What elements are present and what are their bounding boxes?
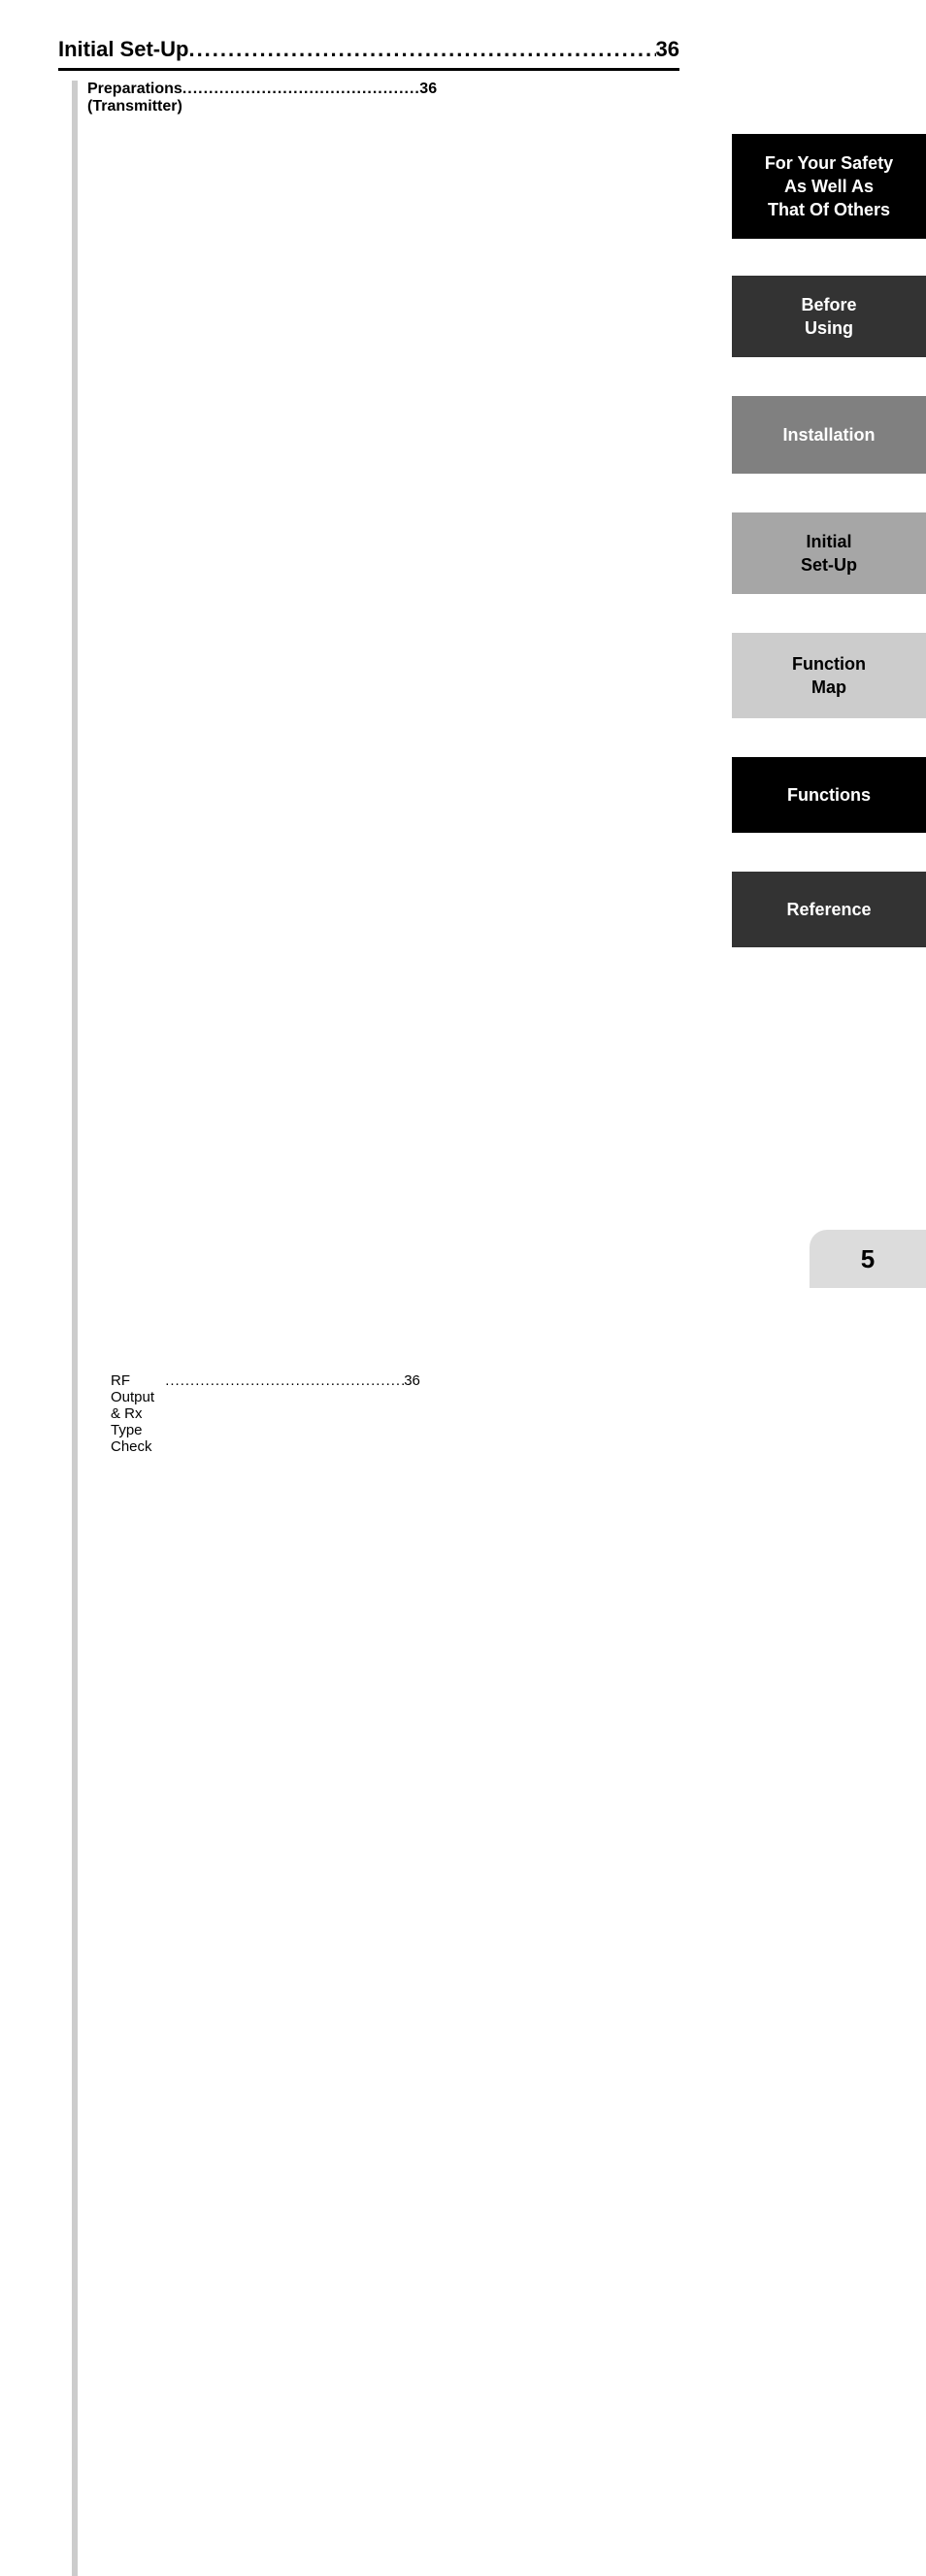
dot-leader: ........................................… (188, 37, 655, 62)
tab-line: Map (811, 676, 846, 699)
tab-functions: Functions (732, 757, 926, 833)
toc-row: Initial Set-Up .........................… (58, 37, 679, 62)
tab-installation: Installation (732, 396, 926, 474)
dot-leader: ........................................… (182, 81, 419, 98)
dot-leader: ........................................… (165, 1372, 404, 1389)
tab-line: Using (805, 316, 853, 340)
toc-content: Initial Set-Up .........................… (58, 37, 679, 2576)
tab-line: As Well As (784, 175, 874, 198)
tab-line: For Your Safety (765, 151, 893, 175)
tab-line: Before (801, 293, 856, 316)
item-page: 36 (404, 1372, 679, 2576)
tab-line: Installation (782, 423, 875, 446)
subsection-page: 36 (419, 81, 679, 1369)
tab-safety: For Your Safety As Well As That Of Other… (732, 134, 926, 239)
section-divider (58, 68, 679, 71)
section-page: 36 (656, 37, 679, 62)
page-number: 5 (861, 1244, 875, 1274)
tab-reference: Reference (732, 872, 926, 947)
toc-row: RF Output & Rx Type Check ..............… (111, 1372, 679, 2576)
tab-line: Functions (787, 783, 871, 807)
tab-before-using: Before Using (732, 276, 926, 357)
tab-function-map: Function Map (732, 633, 926, 718)
page-number-corner: 5 (810, 1230, 926, 1288)
section-body: Preparations (Transmitter) .............… (58, 81, 679, 2576)
sidebar-tabs: For Your Safety As Well As That Of Other… (732, 134, 926, 986)
tab-line: Initial (806, 530, 851, 553)
section-title: Initial Set-Up (58, 37, 188, 62)
subsection-title: Preparations (Transmitter) (87, 81, 182, 116)
tab-line: That Of Others (768, 198, 890, 221)
item-title: RF Output & Rx Type Check (111, 1372, 165, 1455)
tab-line: Function (792, 652, 866, 676)
toc-row: Preparations (Transmitter) .............… (87, 81, 679, 1369)
tab-initial-setup: Initial Set-Up (732, 512, 926, 594)
tab-line: Set-Up (801, 553, 857, 577)
tab-line: Reference (786, 898, 871, 921)
section-sidebar-rule (72, 81, 78, 2576)
page: Initial Set-Up .........................… (0, 0, 926, 1288)
